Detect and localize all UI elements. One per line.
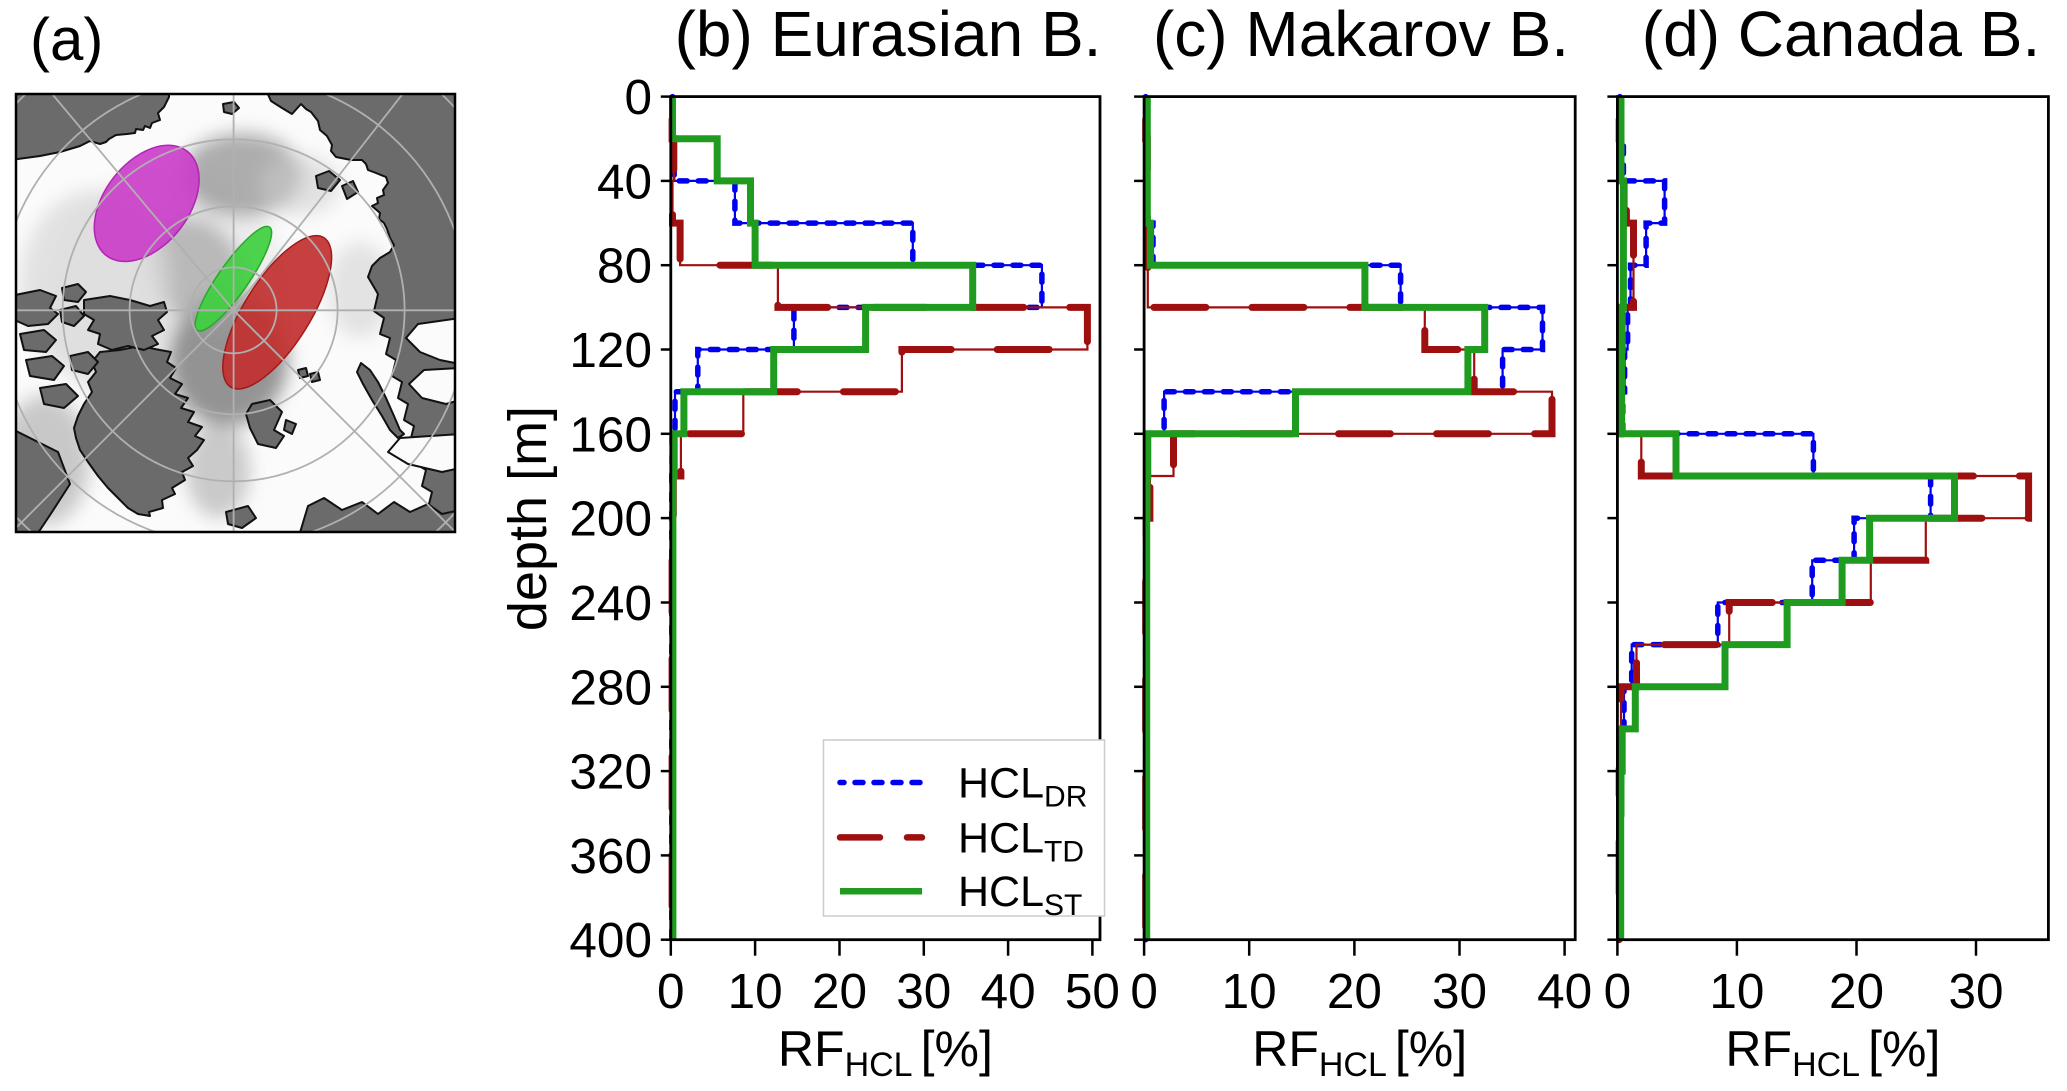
svg-text:30: 30 — [1432, 964, 1487, 1019]
svg-text:20: 20 — [1829, 964, 1884, 1019]
svg-text:30: 30 — [1948, 964, 2003, 1019]
svg-text:0: 0 — [1604, 964, 1632, 1019]
svg-text:40: 40 — [981, 964, 1036, 1019]
svg-text:40: 40 — [1537, 964, 1592, 1019]
svg-text:40: 40 — [597, 154, 652, 209]
svg-text:10: 10 — [1709, 964, 1764, 1019]
svg-text:20: 20 — [1327, 964, 1382, 1019]
svg-text:(a): (a) — [30, 6, 103, 73]
svg-text:120: 120 — [569, 323, 652, 378]
svg-text:(d) Canada B.: (d) Canada B. — [1642, 0, 2040, 70]
svg-text:0: 0 — [657, 964, 685, 1019]
svg-text:30: 30 — [896, 964, 951, 1019]
svg-text:200: 200 — [569, 492, 652, 547]
svg-text:(b) Eurasian B.: (b) Eurasian B. — [675, 0, 1102, 70]
svg-text:RFHCL[%]: RFHCL [%] — [778, 1021, 993, 1084]
svg-text:depth [m]: depth [m] — [498, 406, 558, 631]
svg-text:0: 0 — [1130, 964, 1158, 1019]
svg-text:360: 360 — [569, 829, 652, 884]
svg-text:80: 80 — [597, 239, 652, 294]
svg-text:20: 20 — [812, 964, 867, 1019]
svg-text:0: 0 — [624, 70, 652, 125]
svg-text:280: 280 — [569, 660, 652, 715]
svg-text:50: 50 — [1065, 964, 1120, 1019]
svg-text:160: 160 — [569, 407, 652, 462]
svg-text:240: 240 — [569, 576, 652, 631]
svg-text:320: 320 — [569, 745, 652, 800]
svg-text:400: 400 — [569, 913, 652, 968]
svg-text:10: 10 — [1222, 964, 1277, 1019]
svg-text:(c) Makarov B.: (c) Makarov B. — [1153, 0, 1569, 70]
svg-text:10: 10 — [728, 964, 783, 1019]
